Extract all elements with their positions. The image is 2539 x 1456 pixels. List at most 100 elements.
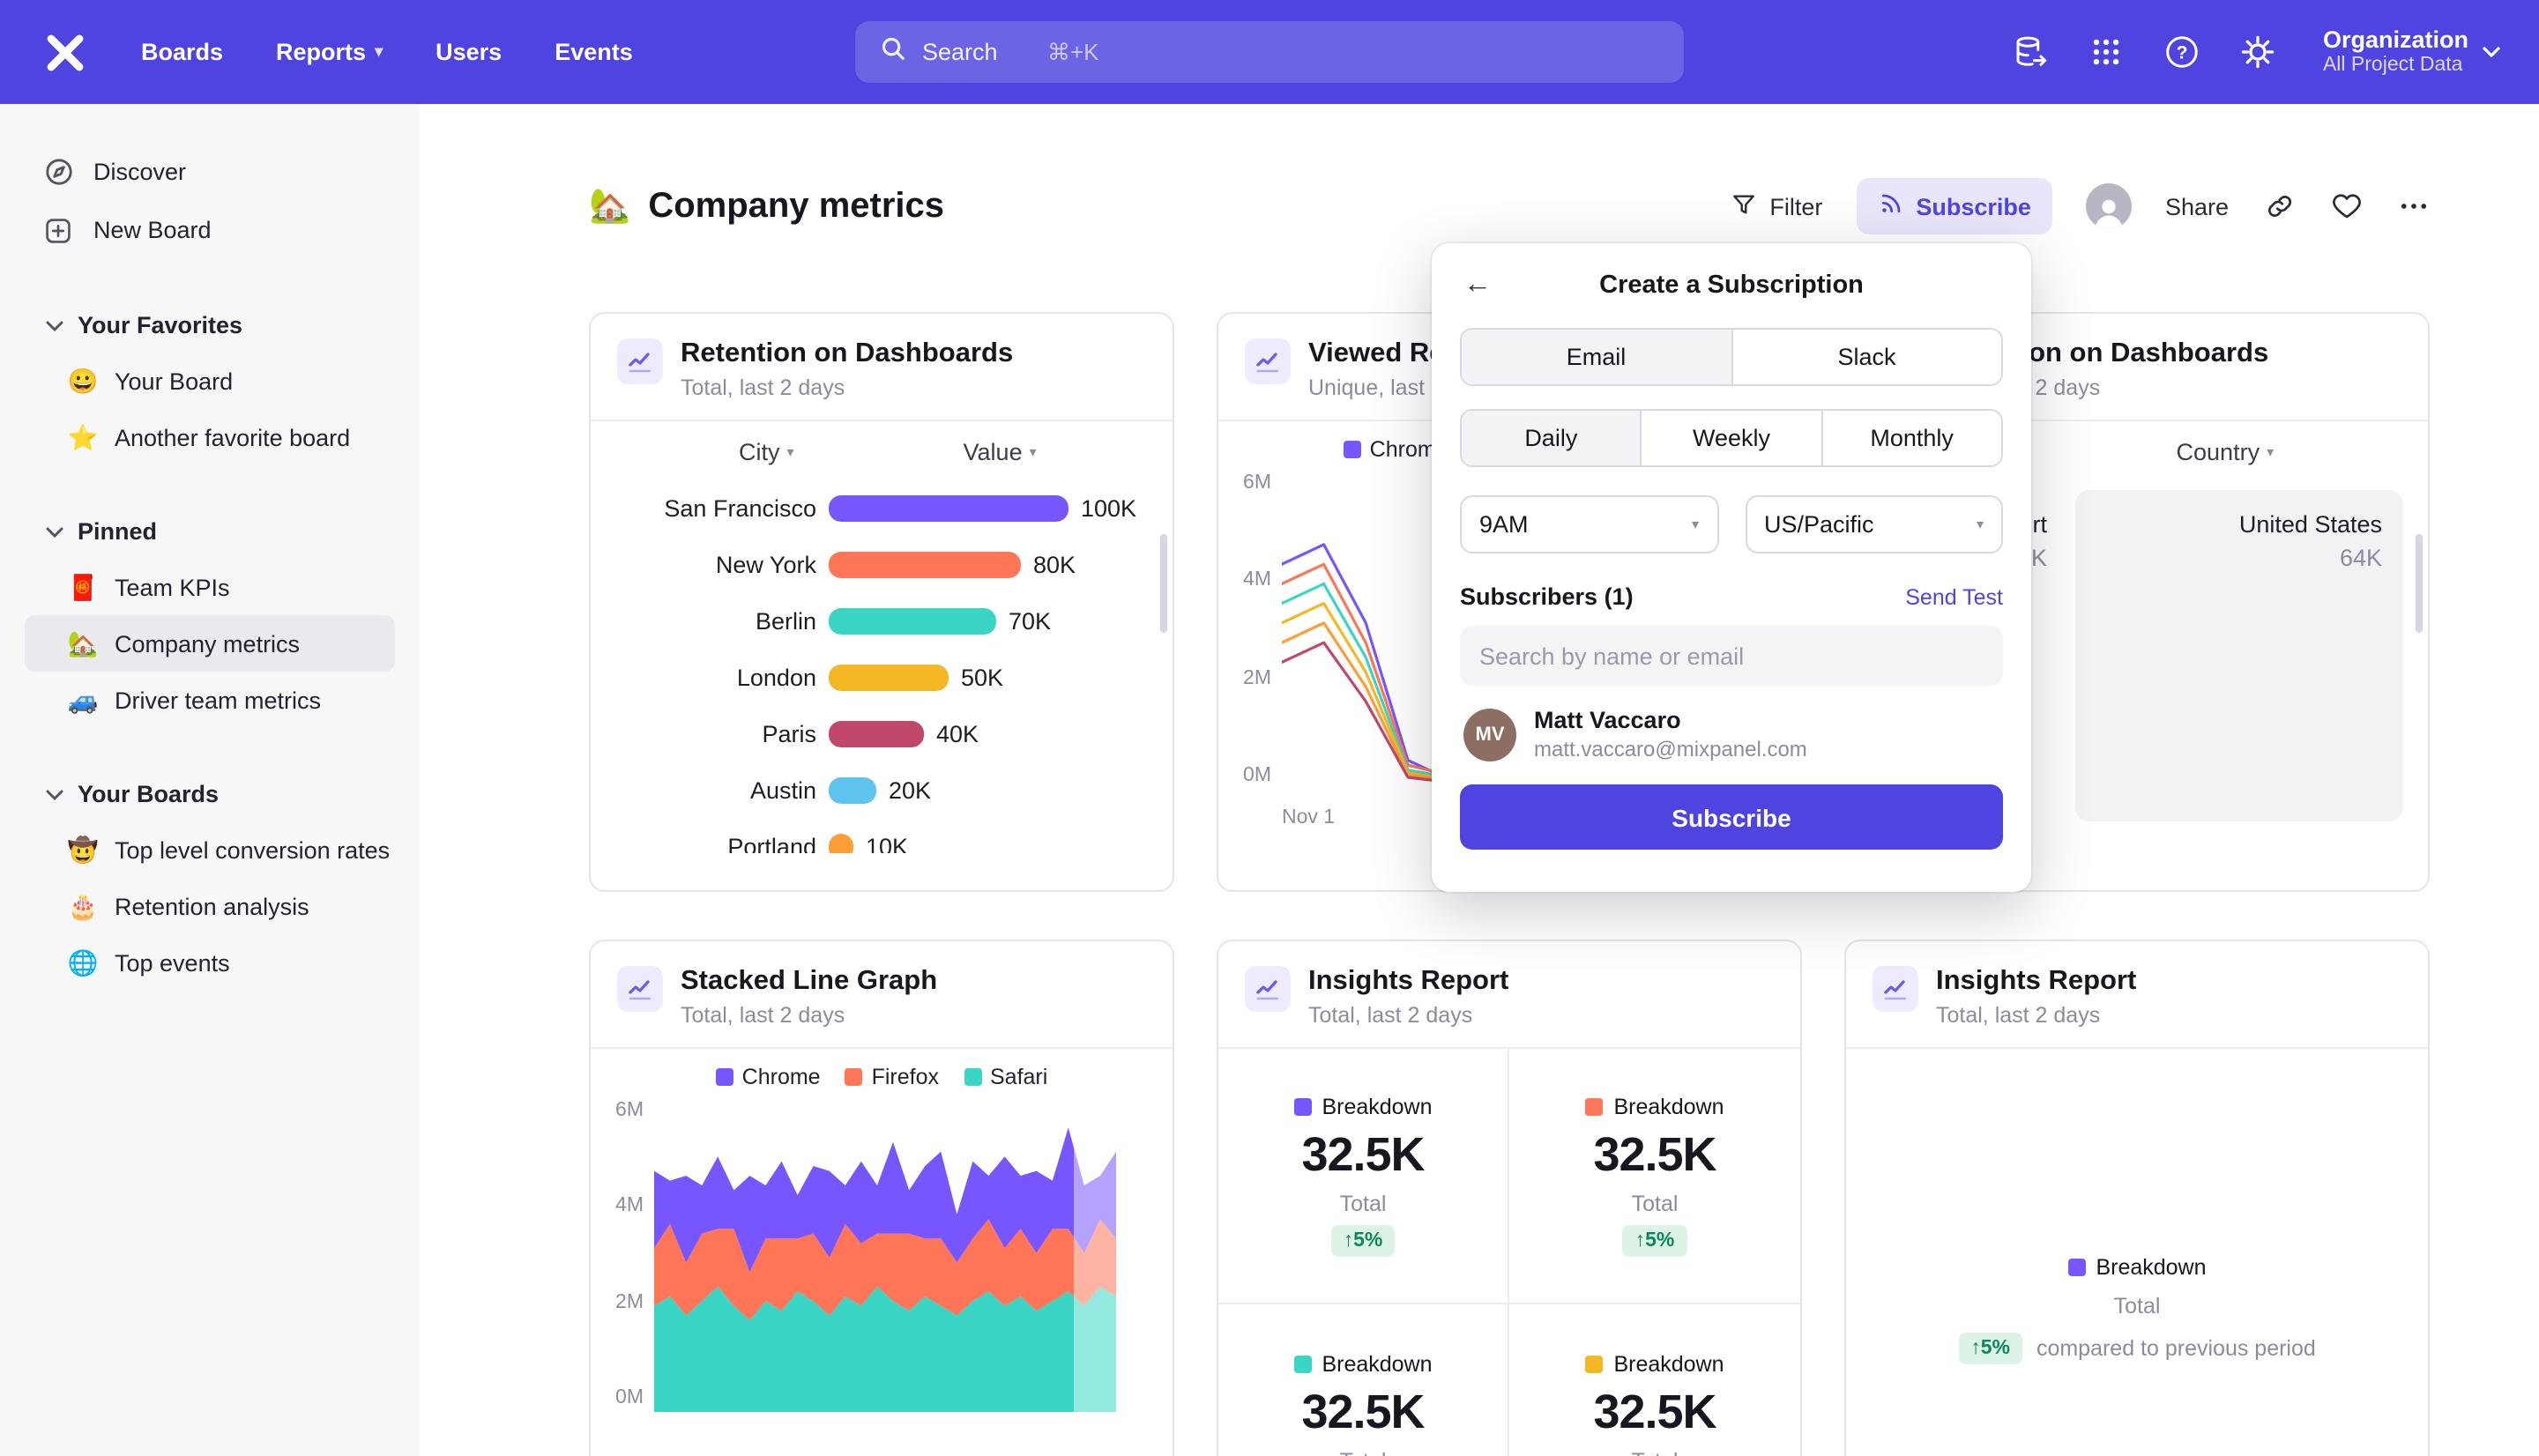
subscribe-button[interactable]: Subscribe xyxy=(1856,178,2052,234)
more-options-icon[interactable] xyxy=(2396,189,2430,223)
y-tick: 6M xyxy=(1243,472,1271,494)
gear-icon[interactable] xyxy=(2240,33,2277,71)
sidebar-item-company-metrics[interactable]: 🏡 Company metrics xyxy=(25,615,395,672)
global-search[interactable]: ⌘+K xyxy=(855,21,1684,83)
search-input[interactable] xyxy=(922,39,1031,65)
city-label: New York xyxy=(715,551,816,577)
mixpanel-logo-icon[interactable] xyxy=(39,26,92,78)
legend-item-safari[interactable]: Safari xyxy=(964,1065,1047,1089)
filter-button[interactable]: Filter xyxy=(1729,189,1822,223)
breakdown-label: Breakdown xyxy=(1613,1351,1724,1376)
table-row[interactable]: San Francisco 100K xyxy=(591,479,1173,536)
chevron-down-icon[interactable] xyxy=(2483,36,2500,68)
tab-monthly[interactable]: Monthly xyxy=(1820,411,2001,465)
card-insights-report-1: Insights Report Total, last 2 days Break… xyxy=(1217,940,1802,1456)
scrollbar[interactable] xyxy=(2416,534,2423,633)
heart-icon[interactable] xyxy=(2329,189,2363,223)
sidebar-item-driver-team-metrics[interactable]: 🚙 Driver team metrics xyxy=(25,672,395,728)
legend-item-chrome[interactable]: Chrome xyxy=(715,1065,821,1089)
nav-events[interactable]: Events xyxy=(555,39,633,65)
share-button[interactable]: Share xyxy=(2164,193,2229,219)
subscriber-search-input[interactable] xyxy=(1460,626,2003,686)
breakdown-label: Breakdown xyxy=(2096,1255,2207,1280)
column-city[interactable]: City▾ xyxy=(739,439,794,465)
nav-reports[interactable]: Reports ▾ xyxy=(276,39,383,65)
timezone-select[interactable]: US/Pacific ▾ xyxy=(1745,495,2003,553)
link-icon[interactable] xyxy=(2262,189,2296,223)
sidebar-section-your-boards[interactable]: Your Boards xyxy=(0,767,420,821)
sidebar-item-team-kpis[interactable]: 🧧 Team KPIs xyxy=(25,559,395,615)
breakdown-label: Breakdown xyxy=(1613,1095,1724,1119)
board-emoji: 🌐 xyxy=(67,947,99,976)
apps-grid-icon[interactable] xyxy=(2089,33,2126,71)
sidebar-item-label: Driver team metrics xyxy=(115,687,322,713)
modal-subscribe-button[interactable]: Subscribe xyxy=(1460,784,2003,850)
country-row-primary[interactable]: United States 64K xyxy=(2075,490,2403,821)
table-row[interactable]: London 50K xyxy=(591,649,1173,705)
sidebar-discover[interactable]: Discover xyxy=(0,143,420,201)
table-row[interactable]: Paris 40K xyxy=(591,705,1173,761)
section-label: Your Boards xyxy=(78,781,220,807)
sidebar-item-retention-analysis[interactable]: 🎂 Retention analysis xyxy=(25,878,395,934)
report-icon xyxy=(617,966,663,1012)
city-label: Austin xyxy=(749,776,816,803)
card-subtitle: Total, last 2 days xyxy=(1936,1003,2101,1028)
table-row[interactable]: Berlin 70K xyxy=(591,592,1173,649)
sidebar-section-pinned[interactable]: Pinned xyxy=(0,504,420,559)
delta-badge: ↑5% xyxy=(1330,1225,1396,1257)
column-value[interactable]: Value ▾ xyxy=(963,439,1037,465)
sidebar-new-board[interactable]: New Board xyxy=(0,201,420,259)
chart-legend: Chrome Firefox Safari xyxy=(591,1065,1173,1089)
tab-email[interactable]: Email xyxy=(1462,330,1731,384)
avatar[interactable] xyxy=(2085,183,2132,229)
x-tick: Nov 1 xyxy=(1282,807,1336,828)
org-switcher[interactable]: Organization All Project Data xyxy=(2323,26,2468,78)
subscriber-row[interactable]: MV Matt Vaccaro matt.vaccaro@mixpanel.co… xyxy=(1463,707,1999,761)
time-select[interactable]: 9AM ▾ xyxy=(1460,495,1718,553)
total-label: Total xyxy=(1632,1448,1679,1456)
send-test-link[interactable]: Send Test xyxy=(1905,584,2003,609)
table-row[interactable]: Austin 20K xyxy=(591,761,1173,818)
legend-swatch xyxy=(964,1068,981,1086)
sidebar-item-top-level-conversion-rates[interactable]: 🤠 Top level conversion rates xyxy=(25,821,395,878)
sidebar-item-another-favorite-board[interactable]: ⭐ Another favorite board xyxy=(25,409,395,465)
data-icon[interactable] xyxy=(2013,33,2050,71)
tab-slack[interactable]: Slack xyxy=(1731,330,2001,384)
sidebar-item-your-board[interactable]: 😀 Your Board xyxy=(25,353,395,409)
scrollbar[interactable] xyxy=(1160,534,1167,633)
board-emoji: 🧧 xyxy=(67,572,99,600)
frequency-segmented-control: Daily Weekly Monthly xyxy=(1460,409,2003,467)
sidebar-item-top-events[interactable]: 🌐 Top events xyxy=(25,934,395,991)
sidebar-section-your-favorites[interactable]: Your Favorites xyxy=(0,298,420,353)
nav-users[interactable]: Users xyxy=(436,39,502,65)
card-title[interactable]: Insights Report xyxy=(1308,966,1509,996)
legend-item-firefox[interactable]: Firefox xyxy=(845,1065,939,1089)
value-bar xyxy=(829,833,853,853)
nav-boards[interactable]: Boards xyxy=(141,39,223,65)
report-icon xyxy=(617,338,663,384)
subscriber-name: Matt Vaccaro xyxy=(1534,707,1681,733)
sidebar-item-label: Top level conversion rates xyxy=(115,836,391,863)
legend-swatch xyxy=(1343,441,1361,458)
table-row[interactable]: Portland 10K xyxy=(591,818,1173,853)
card-title[interactable]: Retention on Dashboards xyxy=(681,338,1014,368)
tab-weekly[interactable]: Weekly xyxy=(1640,411,1821,465)
card-insights-report-2: Insights Report Total, last 2 days Break… xyxy=(1844,940,2430,1456)
chevron-down-icon: ▾ xyxy=(375,42,383,60)
back-arrow-icon[interactable]: ← xyxy=(1463,270,1492,300)
tab-daily[interactable]: Daily xyxy=(1462,411,1641,465)
help-icon[interactable]: ? xyxy=(2164,33,2201,71)
card-title[interactable]: Stacked Line Graph xyxy=(681,966,938,996)
sidebar: Discover New Board Your Favorites 😀 Your Boa… xyxy=(0,104,420,1456)
insight-metric[interactable]: Breakdown Total ↑5% compared to previous… xyxy=(1846,1255,2428,1364)
nav-label: Reports xyxy=(276,39,367,65)
column-country[interactable]: Country ▾ xyxy=(2176,439,2275,465)
legend-swatch xyxy=(845,1068,863,1086)
table-row[interactable]: New York 80K xyxy=(591,536,1173,592)
card-title[interactable]: Insights Report xyxy=(1936,966,2137,996)
create-subscription-modal: ← Create a Subscription Email Slack Daily… xyxy=(1432,243,2031,892)
